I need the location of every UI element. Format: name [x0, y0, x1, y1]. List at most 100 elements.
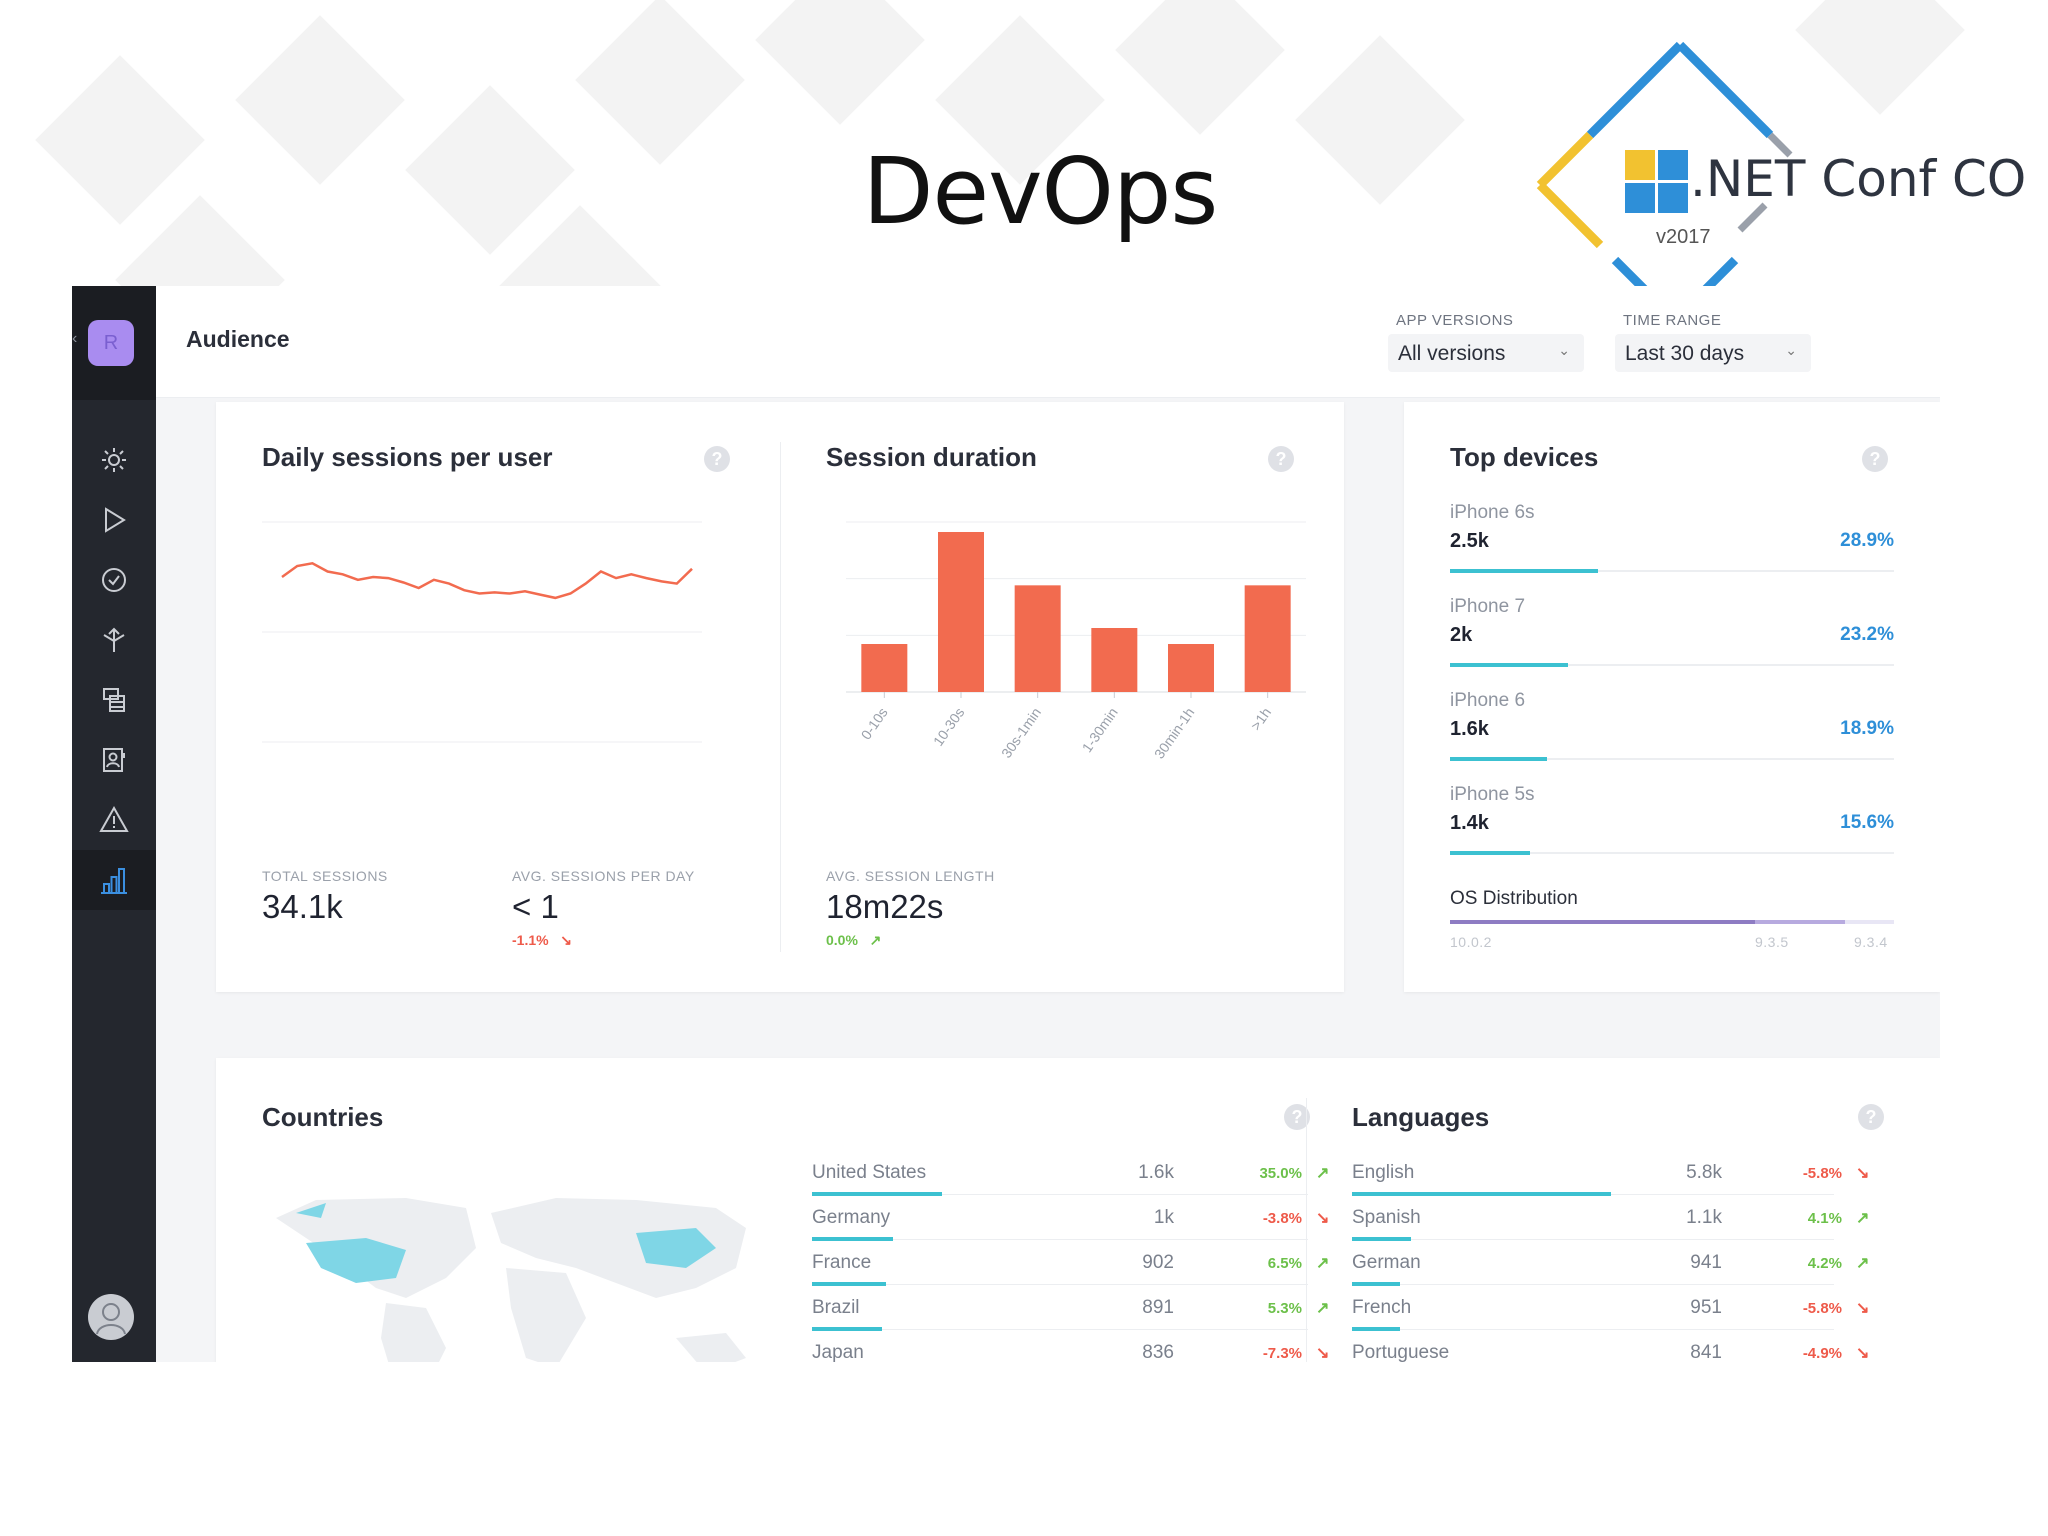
row-percent: -7.3%: [1262, 1345, 1302, 1362]
row-value: 891: [1142, 1297, 1174, 1318]
device-name: iPhone 6s: [1450, 502, 1535, 523]
avg-session-length-value: 18m22s: [826, 888, 944, 925]
countries-title: Countries: [262, 1102, 384, 1132]
daily-sessions-chart: [262, 521, 702, 743]
logo-version: v2017: [1656, 226, 1711, 248]
app-versions-value: All versions: [1398, 342, 1506, 365]
sidebar-header: ‹ R: [72, 286, 156, 400]
page-title: Audience: [186, 326, 290, 352]
session-duration-chart: 0-10s 10-30s 30s-1min 1-30min 30min-1h >1h: [846, 521, 1306, 762]
time-range-select[interactable]: Last 30 days ⌄: [1615, 334, 1811, 372]
top-devices-title: Top devices: [1450, 442, 1599, 472]
distribute-icon[interactable]: [94, 620, 134, 660]
help-icon[interactable]: ?: [1858, 1104, 1884, 1130]
device-name: iPhone 7: [1450, 596, 1526, 617]
row-name: France: [812, 1252, 872, 1273]
row-percent: 4.1%: [1807, 1210, 1842, 1227]
trend-up-icon: ↗: [1316, 1300, 1330, 1317]
check-circle-icon[interactable]: [94, 560, 134, 600]
avg-session-length-delta: 0.0% ↗: [826, 932, 882, 948]
duration-bar: [1244, 585, 1291, 692]
chevron-down-icon: ⌄: [1785, 342, 1797, 358]
help-icon[interactable]: ?: [1268, 446, 1294, 472]
device-count: 2k: [1450, 624, 1473, 646]
avg-sessions-value: < 1: [512, 888, 559, 925]
warning-icon[interactable]: [94, 800, 134, 840]
row-share-bar: [812, 1282, 886, 1286]
row-value: 902: [1142, 1252, 1174, 1273]
sun-icon[interactable]: [94, 440, 134, 480]
row-divider: [1352, 1284, 1834, 1285]
row-name: Japan: [812, 1342, 864, 1362]
row-share-bar: [812, 1327, 882, 1331]
total-sessions-label: TOTAL SESSIONS: [262, 868, 388, 884]
session-duration-title: Session duration: [826, 442, 1037, 472]
trend-up-icon: ↗: [1316, 1165, 1330, 1182]
chevron-down-icon: ⌄: [1558, 342, 1570, 358]
windows-logo-icon: [1625, 150, 1689, 214]
device-share-bar: [1450, 757, 1547, 761]
x-tick-label: >1h: [1247, 705, 1274, 734]
os-segment-1: [1450, 920, 1755, 924]
device-percent: 23.2%: [1840, 624, 1894, 645]
os-version-3: 9.3.4: [1854, 934, 1888, 950]
row-divider: [1352, 1239, 1834, 1240]
row-value: 941: [1690, 1252, 1722, 1273]
app-versions-select[interactable]: All versions ⌄: [1388, 334, 1584, 372]
duration-bar: [1168, 644, 1214, 692]
row-divider: [812, 1284, 1308, 1285]
device-share-bar: [1450, 851, 1530, 855]
row-share-bar: [812, 1192, 942, 1196]
sessions-card: Daily sessions per user ? TOTAL SESSIONS…: [216, 402, 1344, 992]
os-distribution-label: OS Distribution: [1450, 888, 1578, 909]
trend-up-icon: ↗: [1316, 1255, 1330, 1272]
languages-title: Languages: [1352, 1102, 1490, 1132]
database-icon[interactable]: [94, 680, 134, 720]
logo-text: .NET Conf CO: [1690, 150, 2027, 208]
user-avatar-icon[interactable]: [88, 1294, 134, 1340]
device-name: iPhone 6: [1450, 690, 1526, 711]
avg-sessions-label: AVG. SESSIONS PER DAY: [512, 868, 695, 884]
duration-bar: [1014, 585, 1061, 692]
help-icon[interactable]: ?: [704, 446, 730, 472]
os-segment-2: [1755, 920, 1845, 924]
x-tick-label: 30min-1h: [1151, 705, 1198, 762]
row-name: Germany: [812, 1207, 891, 1228]
x-tick-label: 30s-1min: [998, 705, 1044, 761]
row-value: 1.6k: [1138, 1162, 1174, 1183]
row-share-bar: [812, 1237, 893, 1241]
row-name: United States: [812, 1162, 927, 1183]
row-divider: [812, 1329, 1308, 1330]
row-name: Brazil: [812, 1297, 860, 1318]
help-icon[interactable]: ?: [1862, 446, 1888, 472]
analytics-icon[interactable]: [72, 850, 156, 910]
duration-bar: [1091, 628, 1138, 692]
app-avatar[interactable]: R: [88, 320, 134, 366]
row-name: Spanish: [1352, 1207, 1421, 1228]
help-icon[interactable]: ?: [1284, 1104, 1310, 1130]
card-divider: [1306, 1098, 1307, 1362]
row-percent: 35.0%: [1259, 1165, 1302, 1182]
time-range-value: Last 30 days: [1625, 342, 1745, 365]
row-percent: -5.8%: [1802, 1300, 1842, 1317]
row-divider: [812, 1239, 1308, 1240]
device-count: 1.6k: [1450, 718, 1489, 740]
collapse-caret-icon[interactable]: ‹: [72, 330, 78, 347]
top-devices-card: Top devices ? iPhone 6s 2.5k 28.9% iPhone 7…: [1404, 402, 1940, 992]
avg-sessions-delta: -1.1% ↘: [512, 932, 572, 948]
avg-session-length-label: AVG. SESSION LENGTH: [826, 868, 995, 884]
contacts-icon[interactable]: [94, 740, 134, 780]
slide-title: DevOps: [862, 138, 1219, 245]
sidebar: ‹ R: [72, 286, 156, 1362]
device-name: iPhone 5s: [1450, 784, 1535, 805]
card-divider: [780, 442, 781, 952]
trend-down-icon: ↘: [1856, 1165, 1870, 1182]
play-icon[interactable]: [94, 500, 134, 540]
row-value: 836: [1142, 1342, 1174, 1362]
sessions-line: [281, 561, 693, 600]
row-name: English: [1352, 1162, 1415, 1183]
row-percent: 4.2%: [1807, 1255, 1842, 1272]
row-value: 951: [1690, 1297, 1722, 1318]
device-percent: 18.9%: [1840, 718, 1894, 739]
net-conf-logo: [1536, 41, 1793, 294]
